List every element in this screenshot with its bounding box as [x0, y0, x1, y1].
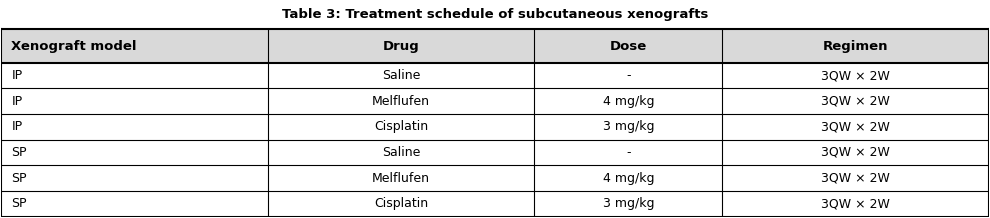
Text: 3QW × 2W: 3QW × 2W	[821, 197, 890, 210]
Text: -: -	[626, 69, 631, 82]
Text: Cisplatin: Cisplatin	[374, 197, 429, 210]
Text: IP: IP	[11, 69, 23, 82]
Text: Saline: Saline	[382, 69, 421, 82]
Text: -: -	[626, 146, 631, 159]
Text: 3QW × 2W: 3QW × 2W	[821, 120, 890, 133]
Text: Drug: Drug	[383, 39, 420, 53]
Bar	[1, 114, 989, 140]
Bar	[1, 165, 989, 191]
Text: 4 mg/kg: 4 mg/kg	[603, 95, 654, 108]
Text: SP: SP	[11, 146, 27, 159]
Text: Melflufen: Melflufen	[372, 95, 431, 108]
Text: Regimen: Regimen	[823, 39, 888, 53]
Text: IP: IP	[11, 95, 23, 108]
Text: Xenograft model: Xenograft model	[11, 39, 137, 53]
Text: IP: IP	[11, 120, 23, 133]
Text: 4 mg/kg: 4 mg/kg	[603, 172, 654, 185]
Text: SP: SP	[11, 172, 27, 185]
Bar	[1, 29, 989, 63]
Text: Cisplatin: Cisplatin	[374, 120, 429, 133]
Bar	[1, 191, 989, 217]
Bar	[1, 88, 989, 114]
Text: 3QW × 2W: 3QW × 2W	[821, 172, 890, 185]
Text: 3QW × 2W: 3QW × 2W	[821, 69, 890, 82]
Text: SP: SP	[11, 197, 27, 210]
Bar	[1, 63, 989, 88]
Text: Saline: Saline	[382, 146, 421, 159]
Text: 3QW × 2W: 3QW × 2W	[821, 146, 890, 159]
Bar	[1, 140, 989, 165]
Text: Table 3: Treatment schedule of subcutaneous xenografts: Table 3: Treatment schedule of subcutane…	[282, 8, 708, 21]
Text: Dose: Dose	[610, 39, 646, 53]
Text: Melflufen: Melflufen	[372, 172, 431, 185]
Text: 3 mg/kg: 3 mg/kg	[603, 197, 654, 210]
Text: 3 mg/kg: 3 mg/kg	[603, 120, 654, 133]
Text: 3QW × 2W: 3QW × 2W	[821, 95, 890, 108]
